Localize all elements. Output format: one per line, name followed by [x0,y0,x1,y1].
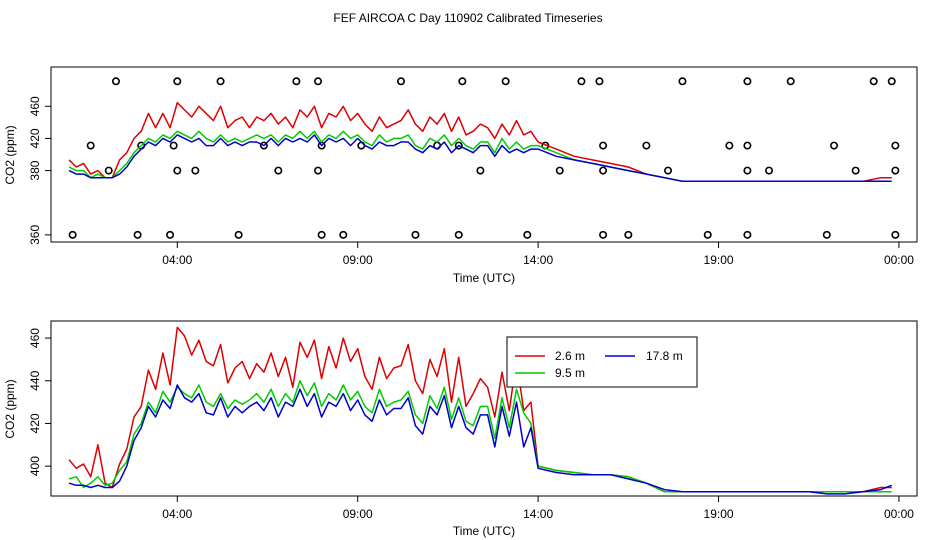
top-marker-circle [292,77,301,86]
top-y-tick-label: 420 [28,128,42,148]
top-series-lines [68,101,892,183]
bottom-plot-frame [50,320,918,497]
top-series-17-8-m [68,134,892,183]
legend-box [506,336,698,388]
top-marker-circle [869,77,878,86]
top-circles [68,77,900,239]
top-marker-circle [173,77,182,86]
top-marker-circle [891,141,900,150]
top-marker-circle [523,230,532,239]
top-marker-circle [577,77,586,86]
top-marker-circle [397,77,406,86]
bottom-series-2-6-m [68,326,892,493]
top-marker-circle [166,230,175,239]
legend-label-17-8m: 17.8 m [646,349,683,363]
top-marker-circle [173,166,182,175]
top-x-axis-label: Time (UTC) [453,271,515,285]
top-marker-circle [599,141,608,150]
top-x-tick-label: 14:00 [523,253,553,267]
top-marker-circle [599,166,608,175]
bottom-x-axis-label: Time (UTC) [453,524,515,538]
top-marker-circle [678,77,687,86]
top-marker-circle [314,166,323,175]
bottom-x-ticks: 04:00 09:00 14:00 19:00 00:00 [162,496,914,521]
top-marker-circle [169,141,178,150]
top-marker-circle [599,230,608,239]
top-x-tick-label: 04:00 [162,253,192,267]
top-y-tick-label: 380 [28,160,42,180]
bottom-y-tick-label: 460 [28,328,42,348]
bottom-series-lines [68,326,892,495]
top-y-tick-label: 360 [28,225,42,245]
top-marker-circle [743,166,752,175]
top-marker-circle [111,77,120,86]
top-marker-circle [555,166,564,175]
top-x-tick-label: 09:00 [343,253,373,267]
top-marker-circle [133,230,142,239]
top-y-tick-label: 460 [28,96,42,116]
top-marker-circle [314,77,323,86]
top-marker-circle [887,77,896,86]
bottom-x-tick-label: 19:00 [704,507,734,521]
top-marker-circle [891,166,900,175]
bottom-x-tick-label: 09:00 [343,507,373,521]
top-marker-circle [822,230,831,239]
top-marker-circle [891,230,900,239]
top-marker-circle [725,141,734,150]
top-x-ticks: 04:00 09:00 14:00 19:00 00:00 [162,242,914,267]
top-marker-circle [317,230,326,239]
top-marker-circle [786,77,795,86]
top-marker-circle [104,166,113,175]
bottom-y-tick-label: 400 [28,456,42,476]
top-y-axis-label: CO2 (ppm) [3,125,17,184]
top-marker-circle [454,230,463,239]
legend: 2.6 m 9.5 m 17.8 m [506,336,698,388]
top-marker-circle [743,77,752,86]
bottom-x-tick-label: 00:00 [884,507,914,521]
top-marker-circle [259,141,268,150]
top-marker-circle [703,230,712,239]
top-marker-circle [454,141,463,150]
top-marker-circle [216,77,225,86]
bottom-y-ticks: 400 420 440 460 [28,328,51,476]
top-marker-circle [595,77,604,86]
top-marker-circle [234,230,243,239]
bottom-y-axis-label: CO2 (ppm) [3,379,17,438]
bottom-panel: 04:00 09:00 14:00 19:00 00:00 400 420 440 460 2… [3,320,918,538]
bottom-y-tick-label: 440 [28,370,42,390]
figure-title: FEF AIRCOA C Day 110902 Calibrated Times… [333,11,602,25]
top-panel: 04:00 09:00 14:00 19:00 00:00 360 380 420 460 T… [3,66,918,285]
top-marker-circle [476,166,485,175]
top-marker-circle [743,230,752,239]
top-marker-circle [624,230,633,239]
bottom-series-9-5-m [68,380,892,493]
legend-label-2-6m: 2.6 m [555,349,585,363]
top-marker-circle [458,77,467,86]
top-marker-circle [191,166,200,175]
top-marker-circle [68,230,77,239]
top-marker-circle [411,230,420,239]
top-marker-circle [274,166,283,175]
top-marker-circle [743,141,752,150]
top-marker-circle [765,166,774,175]
top-x-tick-label: 19:00 [704,253,734,267]
bottom-x-tick-label: 14:00 [523,507,553,521]
top-marker-circle [86,141,95,150]
top-marker-circle [501,77,510,86]
top-marker-circle [851,166,860,175]
legend-label-9-5m: 9.5 m [555,366,585,380]
top-marker-circle [339,230,348,239]
top-marker-circle [642,141,651,150]
bottom-series-17-8-m [68,384,892,495]
top-y-ticks: 360 380 420 460 [28,96,51,245]
bottom-y-tick-label: 420 [28,413,42,433]
top-x-tick-label: 00:00 [884,253,914,267]
top-marker-circle [664,166,673,175]
top-marker-circle [830,141,839,150]
bottom-x-tick-label: 04:00 [162,507,192,521]
top-plot-frame [50,66,918,243]
